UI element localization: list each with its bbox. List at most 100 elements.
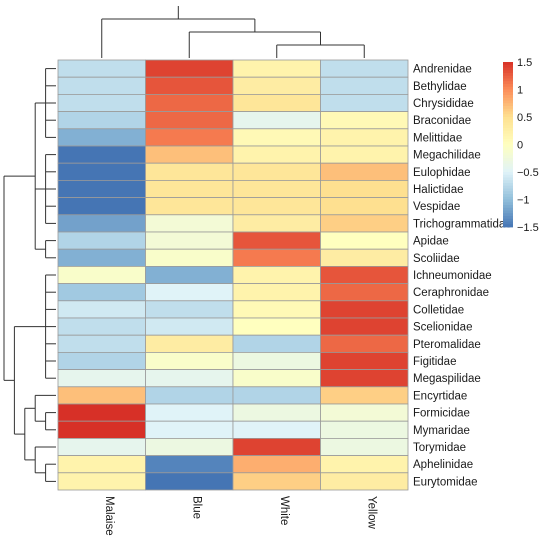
heatmap-cell (57, 94, 146, 113)
row-label: Mymaridae (413, 425, 470, 437)
legend-gradient-segment (503, 130, 513, 134)
legend-gradient-segment (503, 81, 513, 85)
legend-gradient-segment (503, 216, 513, 220)
legend-gradient-segment (503, 73, 513, 77)
heatmap-cell (232, 437, 321, 456)
row-label: Eulophidae (413, 167, 471, 179)
heatmap-cell (145, 76, 234, 95)
heatmap-cell (57, 162, 146, 181)
heatmap-cell (320, 59, 409, 78)
heatmap-cell (232, 369, 321, 388)
legend-gradient-segment (503, 158, 513, 162)
heatmap-cell (57, 59, 146, 78)
row-label: Ceraphronidae (413, 287, 489, 299)
heatmap-cell (145, 472, 234, 491)
row-label: Halictidae (413, 184, 464, 196)
heatmap-cell (232, 317, 321, 336)
heatmap-cell (232, 300, 321, 319)
heatmap-cell (145, 369, 234, 388)
heatmap-cell (320, 76, 409, 95)
row-label: Scelionidae (413, 322, 472, 334)
heatmap-cell (232, 214, 321, 233)
heatmap-cell (320, 94, 409, 113)
row-label: Chrysididae (413, 98, 474, 110)
heatmap-cell (57, 231, 146, 250)
legend-gradient-segment (503, 92, 513, 96)
legend-gradient-segment (503, 205, 513, 209)
heatmap-cell (232, 386, 321, 405)
legend-gradient-segment (503, 180, 513, 184)
row-label: Eurytomidae (413, 476, 478, 488)
heatmap-cell (145, 386, 234, 405)
legend-gradient-segment (503, 64, 513, 68)
legend-gradient-segment (503, 194, 513, 198)
row-label: Bethylidae (413, 81, 467, 93)
heatmap-cell (145, 265, 234, 284)
heatmap-cell (145, 437, 234, 456)
heatmap-cell (320, 420, 409, 439)
row-labels: Andrenidae Bethylidae Chrysididae Braconida… (413, 64, 512, 489)
heatmap-cell (320, 386, 409, 405)
row-dendrogram (3, 68, 56, 482)
legend-gradient-segment (503, 133, 513, 137)
heatmap-cell (232, 76, 321, 95)
legend-gradient-segment (503, 144, 513, 148)
heatmap-cell (57, 300, 146, 319)
heatmap-cell (232, 283, 321, 302)
heatmap-cell (232, 128, 321, 147)
row-label: Andrenidae (413, 64, 472, 76)
row-label: Trichogrammatidae (413, 218, 512, 230)
heatmap-cell (232, 265, 321, 284)
heatmap-cell (57, 369, 146, 388)
column-label: Yellow (365, 496, 377, 530)
heatmap-cell (145, 128, 234, 147)
heatmap-cell (320, 162, 409, 181)
heatmap-cell (232, 111, 321, 130)
legend-gradient-segment (503, 106, 513, 110)
legend-gradient-segment (503, 117, 513, 121)
legend-tick-label: −0.5 (517, 167, 539, 179)
column-label: Blue (190, 496, 202, 519)
heatmap-cell (145, 214, 234, 233)
heatmap-cell (320, 145, 409, 164)
heatmap-cells (57, 59, 409, 491)
heatmap-cell (145, 179, 234, 198)
heatmap-cell (320, 317, 409, 336)
heatmap-cell (320, 265, 409, 284)
heatmap-cell (145, 300, 234, 319)
heatmap-cell (232, 162, 321, 181)
heatmap-cell (57, 197, 146, 216)
row-label: Apidae (413, 236, 449, 248)
legend-tick-label: 1.5 (517, 57, 532, 69)
legend-gradient-segment (503, 163, 513, 167)
legend-gradient-segment (503, 78, 513, 82)
legend-gradient-segment (503, 218, 513, 222)
row-label: Melittidae (413, 132, 462, 144)
heatmap-cell (320, 403, 409, 422)
legend-gradient-segment (503, 199, 513, 203)
heatmap-cell (57, 128, 146, 147)
legend-gradient-segment (503, 119, 513, 123)
legend-gradient-segment (503, 111, 513, 115)
legend-gradient-segment (503, 67, 513, 71)
legend-gradient-segment (503, 147, 513, 151)
heatmap-cell (57, 420, 146, 439)
legend-gradient-segment (503, 210, 513, 214)
row-label: Aphelinidae (413, 459, 473, 471)
legend-tick-label: −1.5 (517, 222, 539, 234)
heatmap-cell (145, 197, 234, 216)
heatmap-cell (57, 283, 146, 302)
column-label: White (278, 496, 290, 525)
heatmap-cell (320, 128, 409, 147)
heatmap-cell (57, 265, 146, 284)
legend-gradient-segment (503, 139, 513, 143)
heatmap-cell (232, 351, 321, 370)
legend-gradient-segment (503, 202, 513, 206)
legend-gradient-segment (503, 86, 513, 90)
heatmap-cell (57, 214, 146, 233)
legend-tick-label: 0.5 (517, 112, 532, 124)
heatmap-cell (145, 111, 234, 130)
legend-gradient-segment (503, 84, 513, 88)
heatmap-cell (232, 231, 321, 250)
legend-gradient-segment (503, 166, 513, 170)
